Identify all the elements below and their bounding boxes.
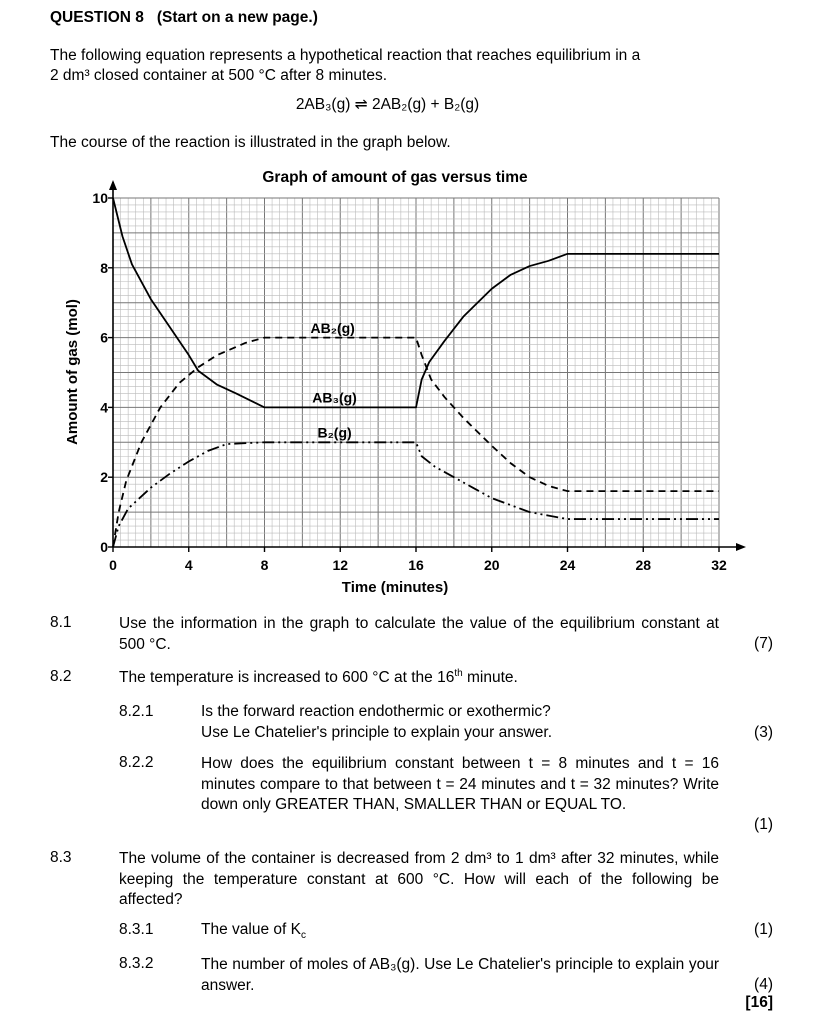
x-tick-label: 24 [560,557,576,573]
y-tick-label: 4 [100,399,108,415]
q8-1-text: Use the information in the graph to calc… [119,615,719,653]
q8-2-text-end: minute. [462,669,518,687]
q8-2-2-text: How does the equilibrium constant betwee… [201,755,719,813]
q8-2-1-line1: Is the forward reaction endothermic or e… [201,703,551,720]
question-heading: QUESTION 8 (Start on a new page.) [50,9,318,27]
amount-vs-time-chart: Graph of amount of gas versus time Time … [64,169,746,596]
grid [112,197,720,548]
q8-2-text: The temperature is increased to 600 °C a… [119,668,518,687]
intro-line-1: The following equation represents a hypo… [50,47,641,64]
y-tick-label: 0 [100,539,108,555]
x-axis-arrow-icon [736,543,746,551]
x-tick-label: 28 [635,557,651,573]
axes [108,180,746,552]
q8-3-1-text: The value of Kc [201,921,306,941]
curve-label: AB₂(g) [311,320,355,336]
series-line-dashed [112,336,719,548]
q8-3-2-text: The number of moles of AB₃(g). Use Le Ch… [201,956,719,994]
q8-3-2-number: 8.3.2 [119,955,154,972]
q8-3-1-mark: (1) [754,921,773,938]
q8-2-1-mark: (3) [754,724,773,741]
q8-3-text: The volume of the container is decreased… [119,850,719,908]
series-line-solid [112,197,719,409]
curve-labels: AB₂(g) AB₃(g) B₂(g) [311,320,357,441]
y-tick-label: 6 [100,330,108,346]
x-tick-label: 4 [185,557,193,573]
x-tick-label: 16 [408,557,424,573]
x-tick-label: 32 [711,557,727,573]
series-line-dash-dot-dot [112,441,719,548]
x-tick-label: 8 [261,557,269,573]
q8-2-sup: th [454,668,463,679]
x-axis-label: Time (minutes) [342,579,448,596]
q8-3-1-sub: c [300,930,306,942]
q8-3-1-number: 8.3.1 [119,921,154,938]
series [112,197,719,548]
y-tick-label: 10 [92,190,108,206]
curve-label: AB₃(g) [312,390,357,406]
y-axis-label: Amount of gas (mol) [64,299,81,445]
q8-2-text-main: The temperature is increased to 600 °C a… [119,669,455,687]
q8-1-number: 8.1 [50,614,72,631]
curve-label: B₂(g) [317,425,351,441]
q8-2-1-line2: Use Le Chatelier's principle to explain … [201,724,553,741]
q8-3-2-mark: (4) [754,976,773,993]
q8-1-mark: (7) [754,635,773,652]
intro-course: The course of the reaction is illustrate… [50,134,451,151]
question-note: (Start on a new page.) [156,9,318,26]
q8-2-2-number: 8.2.2 [119,754,154,771]
x-tick-label: 12 [332,557,348,573]
q8-2-2-mark: (1) [754,816,773,833]
question-number: QUESTION 8 [50,9,144,26]
q8-3-number: 8.3 [50,849,72,866]
x-tick-label: 20 [484,557,500,573]
chart-title: Graph of amount of gas versus time [262,169,528,186]
y-tick-label: 2 [100,469,108,485]
reaction-equation: 2AB₃(g) ⇌ 2AB₂(g) + B₂(g) [295,96,480,113]
q8-2-1-number: 8.2.1 [119,703,154,720]
q8-3-1-text-main: The value of K [201,921,301,938]
q8-2-number: 8.2 [50,668,72,685]
question-total-mark: [16] [745,994,773,1011]
y-tick-label: 8 [100,260,108,276]
y-axis-arrow-icon [109,180,117,190]
intro-line-2: 2 dm³ closed container at 500 °C after 8… [50,67,388,84]
x-tick-label: 0 [109,557,117,573]
